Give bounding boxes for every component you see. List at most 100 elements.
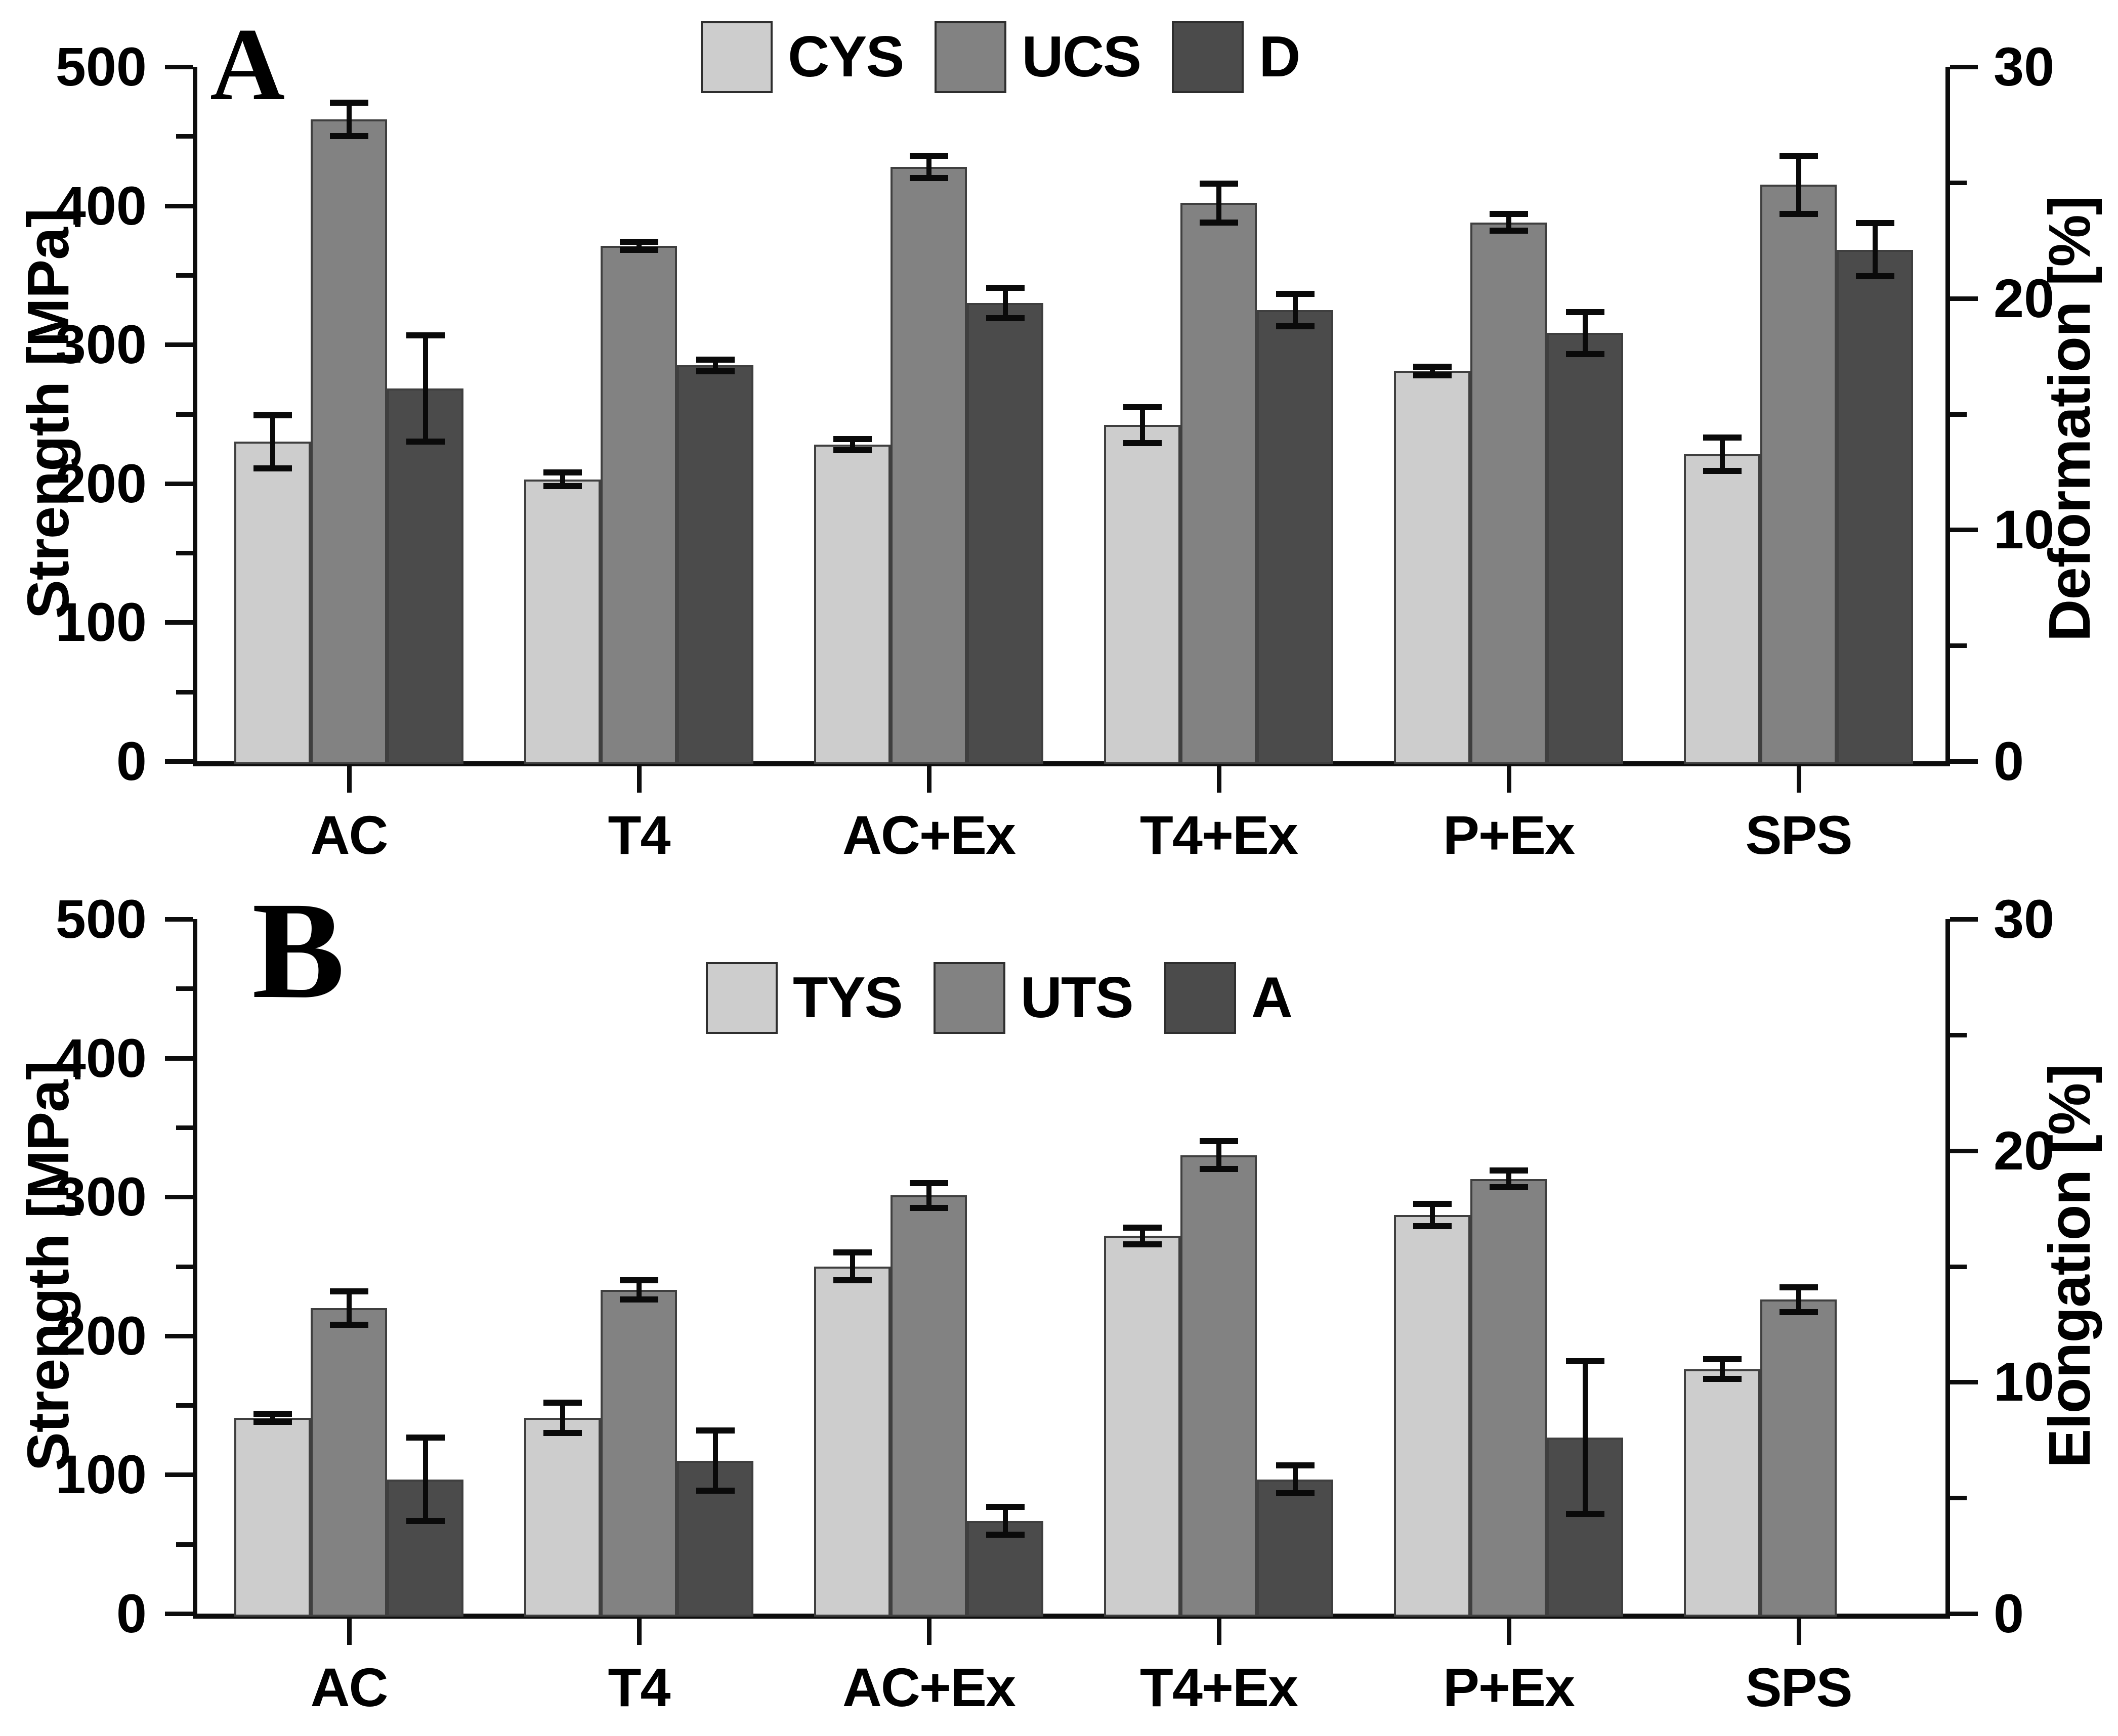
errorbar-b-a-p+ex-cap-top bbox=[1565, 1358, 1604, 1365]
errorbar-a-ucs-ac-cap-bottom bbox=[329, 133, 368, 140]
bar-b-uts-t4 bbox=[601, 1290, 677, 1617]
left-tick-label-a-100: 100 bbox=[55, 591, 147, 653]
left-tick-label-b-400: 400 bbox=[55, 1027, 147, 1089]
errorbar-b-a-t4-cap-top bbox=[696, 1427, 735, 1434]
errorbar-a-ucs-sps-line bbox=[1796, 155, 1801, 214]
x-tick-label-a-P+Ex: P+Ex bbox=[1443, 804, 1575, 865]
errorbar-a-ucs-t4+ex-line bbox=[1216, 183, 1221, 223]
left-tick-b-350 bbox=[176, 1125, 193, 1130]
bar-a-cys-p+ex bbox=[1394, 371, 1470, 764]
x-tick-label-b-AC+Ex: AC+Ex bbox=[842, 1657, 1016, 1718]
left-tick-b-50 bbox=[176, 1542, 193, 1547]
left-tick-a-300 bbox=[165, 342, 193, 348]
x-tick-a-AC+Ex bbox=[926, 766, 931, 793]
left-tick-label-a-400: 400 bbox=[55, 175, 147, 236]
right-tick-label-a-0: 0 bbox=[1994, 730, 2024, 792]
errorbar-b-a-ac-cap-top bbox=[406, 1435, 445, 1441]
right-tick-b-10 bbox=[1950, 1380, 1978, 1385]
bar-a-cys-t4 bbox=[524, 479, 601, 764]
x-tick-label-b-P+Ex: P+Ex bbox=[1443, 1657, 1575, 1718]
errorbar-a-d-t4-cap-top bbox=[696, 356, 735, 363]
bar-a-ucs-ac bbox=[311, 119, 387, 764]
errorbar-a-d-t4+ex-cap-top bbox=[1276, 290, 1315, 297]
bar-b-tys-ac+ex bbox=[814, 1266, 891, 1617]
legend-label-a-ucs: UCS bbox=[1022, 25, 1141, 89]
left-tick-label-a-0: 0 bbox=[116, 730, 147, 792]
errorbar-b-a-t4-line bbox=[712, 1430, 718, 1491]
errorbar-b-tys-t4-line bbox=[560, 1402, 565, 1433]
errorbar-a-ucs-ac-line bbox=[346, 103, 352, 137]
errorbar-a-cys-ac-cap-top bbox=[253, 412, 292, 419]
bar-a-ucs-t4+ex bbox=[1180, 203, 1257, 764]
errorbar-b-tys-ac-line bbox=[270, 1413, 275, 1422]
x-tick-label-a-SPS: SPS bbox=[1745, 804, 1852, 865]
errorbar-a-ucs-t4+ex-cap-bottom bbox=[1199, 219, 1238, 226]
bar-b-tys-ac bbox=[234, 1417, 311, 1617]
bar-b-tys-p+ex bbox=[1394, 1214, 1470, 1617]
errorbar-b-uts-ac-line bbox=[346, 1291, 352, 1325]
right-tick-b-30 bbox=[1950, 917, 1978, 922]
errorbar-b-tys-sps-cap-bottom bbox=[1703, 1375, 1742, 1382]
x-tick-a-SPS bbox=[1796, 766, 1801, 793]
errorbar-b-a-p+ex-line bbox=[1582, 1361, 1588, 1514]
right-tick-a-20 bbox=[1950, 296, 1978, 301]
errorbar-a-ucs-ac+ex-line bbox=[926, 155, 931, 178]
errorbar-a-d-p+ex-line bbox=[1582, 312, 1588, 354]
errorbar-a-cys-ac+ex-line bbox=[850, 439, 855, 450]
legend-label-b-a: A bbox=[1251, 966, 1293, 1030]
errorbar-b-uts-ac-cap-bottom bbox=[329, 1321, 368, 1328]
errorbar-a-ucs-t4+ex-cap-top bbox=[1199, 180, 1238, 187]
right-tick-label-b-0: 0 bbox=[1994, 1583, 2024, 1644]
errorbar-a-ucs-t4-cap-bottom bbox=[619, 247, 658, 253]
right-tick-label-a-20: 20 bbox=[1994, 267, 2055, 329]
x-tick-b-AC+Ex bbox=[926, 1619, 931, 1645]
errorbar-b-uts-sps-cap-bottom bbox=[1779, 1309, 1818, 1316]
errorbar-a-ucs-ac+ex-cap-bottom bbox=[909, 175, 948, 181]
errorbar-b-uts-p+ex-cap-top bbox=[1489, 1167, 1528, 1174]
errorbar-b-uts-t4-cap-bottom bbox=[619, 1296, 658, 1303]
errorbar-b-a-ac+ex-cap-bottom bbox=[986, 1532, 1025, 1538]
left-tick-label-b-100: 100 bbox=[55, 1444, 147, 1505]
right-tick-label-b-30: 30 bbox=[1994, 888, 2055, 949]
left-tick-b-500 bbox=[165, 917, 193, 922]
errorbar-a-ucs-p+ex-cap-top bbox=[1489, 211, 1528, 218]
errorbar-b-uts-ac+ex-line bbox=[926, 1183, 931, 1208]
errorbar-b-a-ac+ex-line bbox=[1002, 1507, 1008, 1535]
right-tick-a-0 bbox=[1950, 759, 1978, 764]
errorbar-a-cys-ac-cap-bottom bbox=[253, 465, 292, 471]
x-tick-label-b-T4: T4 bbox=[608, 1657, 670, 1718]
errorbar-a-ucs-t4-cap-top bbox=[619, 238, 658, 245]
errorbar-a-d-t4-cap-bottom bbox=[696, 368, 735, 374]
errorbar-b-uts-t4+ex-line bbox=[1216, 1141, 1221, 1169]
errorbar-b-tys-p+ex-cap-top bbox=[1413, 1200, 1452, 1207]
x-tick-label-a-T4+Ex: T4+Ex bbox=[1139, 804, 1298, 865]
right-tick-b-0 bbox=[1950, 1612, 1978, 1616]
errorbar-a-cys-sps-cap-bottom bbox=[1703, 468, 1742, 474]
errorbar-a-d-ac+ex-cap-top bbox=[986, 285, 1025, 291]
legend-swatch-a-ucs bbox=[935, 21, 1007, 93]
x-tick-a-T4+Ex bbox=[1216, 766, 1221, 793]
errorbar-a-cys-t4+ex-cap-top bbox=[1123, 404, 1162, 410]
left-tick-a-250 bbox=[176, 412, 193, 417]
legend-a: CYS UCS D bbox=[701, 19, 1331, 95]
left-tick-label-b-0: 0 bbox=[116, 1583, 147, 1644]
legend-swatch-b-a bbox=[1164, 962, 1236, 1034]
legend-label-b-tys: TYS bbox=[793, 966, 903, 1030]
bar-b-uts-sps bbox=[1760, 1299, 1837, 1617]
legend-swatch-a-d bbox=[1172, 21, 1244, 93]
bar-a-ucs-t4 bbox=[601, 246, 677, 764]
y-axis-line-left-a bbox=[193, 67, 197, 766]
errorbar-a-d-ac-cap-top bbox=[406, 332, 445, 338]
errorbar-a-ucs-ac+ex-cap-top bbox=[909, 152, 948, 159]
errorbar-b-uts-sps-cap-top bbox=[1779, 1284, 1818, 1290]
left-axis-title-b: Strength [MPa] bbox=[15, 1061, 81, 1471]
x-tick-a-P+Ex bbox=[1506, 766, 1511, 793]
errorbar-a-d-ac+ex-line bbox=[1002, 288, 1008, 318]
errorbar-a-ucs-sps-cap-top bbox=[1779, 152, 1818, 159]
left-tick-a-200 bbox=[165, 481, 193, 486]
errorbar-b-uts-ac-cap-top bbox=[329, 1288, 368, 1294]
